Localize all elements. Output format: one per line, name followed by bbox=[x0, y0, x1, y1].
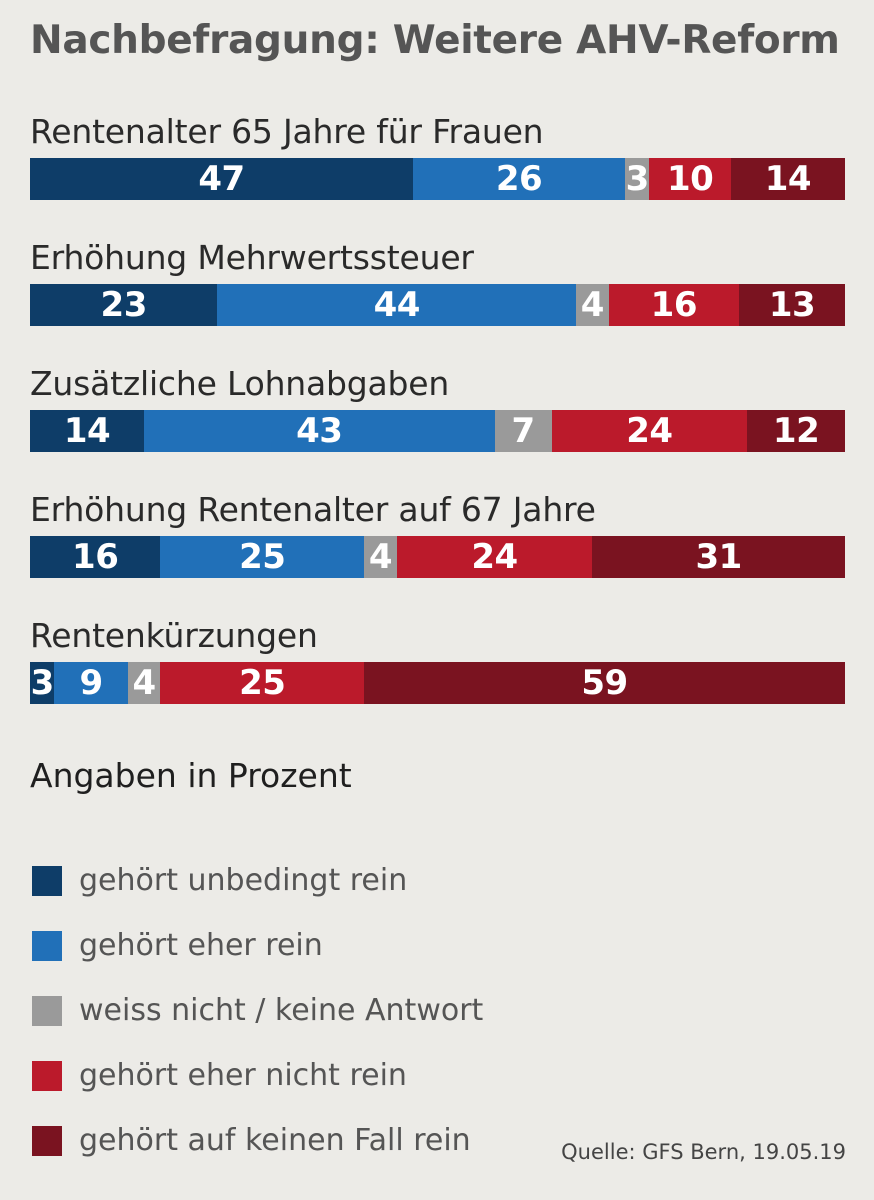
legend-swatch bbox=[32, 865, 62, 896]
legend-swatch bbox=[32, 930, 62, 961]
category-label: Zusätzliche Lohnabgaben bbox=[30, 364, 450, 403]
bar-segment: 4 bbox=[127, 662, 161, 704]
category-label: Rentenalter 65 Jahre für Frauen bbox=[30, 112, 544, 151]
bar-segment: 10 bbox=[649, 158, 731, 200]
legend-label: gehört unbedingt rein bbox=[79, 863, 408, 898]
bar-segment: 3 bbox=[624, 158, 650, 200]
bar-segment: 14 bbox=[30, 410, 145, 452]
bar-segment: 31 bbox=[592, 536, 845, 578]
bar-segment: 12 bbox=[747, 410, 845, 452]
legend-swatch bbox=[32, 1125, 62, 1156]
stacked-bar: 3 9 4 25 59 bbox=[30, 662, 845, 704]
stacked-bar: 16 25 4 24 31 bbox=[30, 536, 845, 578]
bar-segment: 24 bbox=[551, 410, 748, 452]
bar-segment: 47 bbox=[30, 158, 414, 200]
bar-segment: 23 bbox=[30, 284, 218, 326]
bar-segment: 16 bbox=[30, 536, 161, 578]
legend-label: gehört eher rein bbox=[79, 928, 323, 963]
stacked-bar: 47 26 3 10 14 bbox=[30, 158, 845, 200]
bar-segment: 59 bbox=[364, 662, 845, 704]
legend-label: gehört auf keinen Fall rein bbox=[79, 1123, 471, 1158]
stacked-bar: 23 44 4 16 13 bbox=[30, 284, 845, 326]
unit-note: Angaben in Prozent bbox=[30, 756, 352, 795]
legend-item: gehört eher rein bbox=[32, 913, 483, 978]
category-label: Erhöhung Mehrwertssteuer bbox=[30, 238, 474, 277]
source-note: Quelle: GFS Bern, 19.05.19 bbox=[561, 1140, 846, 1164]
legend-swatch bbox=[32, 995, 62, 1026]
stacked-bar: 14 43 7 24 12 bbox=[30, 410, 845, 452]
legend-item: gehört unbedingt rein bbox=[32, 848, 483, 913]
chart-row: Erhöhung Mehrwertssteuer 23 44 4 16 13 bbox=[30, 238, 845, 364]
bar-segment: 13 bbox=[739, 284, 845, 326]
bar-segment: 44 bbox=[217, 284, 577, 326]
chart-row: Erhöhung Rentenalter auf 67 Jahre 16 25 4 24… bbox=[30, 490, 845, 616]
bar-segment: 26 bbox=[413, 158, 625, 200]
legend-item: weiss nicht / keine Antwort bbox=[32, 978, 483, 1043]
chart-row: Rentenkürzungen 3 9 4 25 59 bbox=[30, 616, 845, 742]
legend-item: gehört auf keinen Fall rein bbox=[32, 1108, 483, 1173]
bar-segment: 9 bbox=[54, 662, 128, 704]
bar-segment: 7 bbox=[494, 410, 552, 452]
legend-swatch bbox=[32, 1060, 62, 1091]
category-label: Erhöhung Rentenalter auf 67 Jahre bbox=[30, 490, 596, 529]
legend: gehört unbedingt rein gehört eher rein wei… bbox=[32, 848, 483, 1173]
bar-segment: 16 bbox=[608, 284, 740, 326]
chart-title: Nachbefragung: Weitere AHV-Reform bbox=[30, 18, 840, 63]
bar-segment: 43 bbox=[144, 410, 495, 452]
stacked-bar-chart: Rentenalter 65 Jahre für Frauen 47 26 3 10 14… bbox=[30, 112, 845, 742]
bar-segment: 4 bbox=[576, 284, 609, 326]
bar-segment: 3 bbox=[30, 662, 55, 704]
bar-segment: 14 bbox=[730, 158, 845, 200]
bar-segment: 24 bbox=[396, 536, 593, 578]
chart-row: Rentenalter 65 Jahre für Frauen 47 26 3 10 14 bbox=[30, 112, 845, 238]
bar-segment: 25 bbox=[160, 536, 365, 578]
chart-row: Zusätzliche Lohnabgaben 14 43 7 24 12 bbox=[30, 364, 845, 490]
bar-segment: 4 bbox=[364, 536, 397, 578]
category-label: Rentenkürzungen bbox=[30, 616, 318, 655]
legend-label: weiss nicht / keine Antwort bbox=[79, 993, 484, 1028]
bar-segment: 25 bbox=[160, 662, 365, 704]
legend-item: gehört eher nicht rein bbox=[32, 1043, 483, 1108]
legend-label: gehört eher nicht rein bbox=[79, 1058, 407, 1093]
